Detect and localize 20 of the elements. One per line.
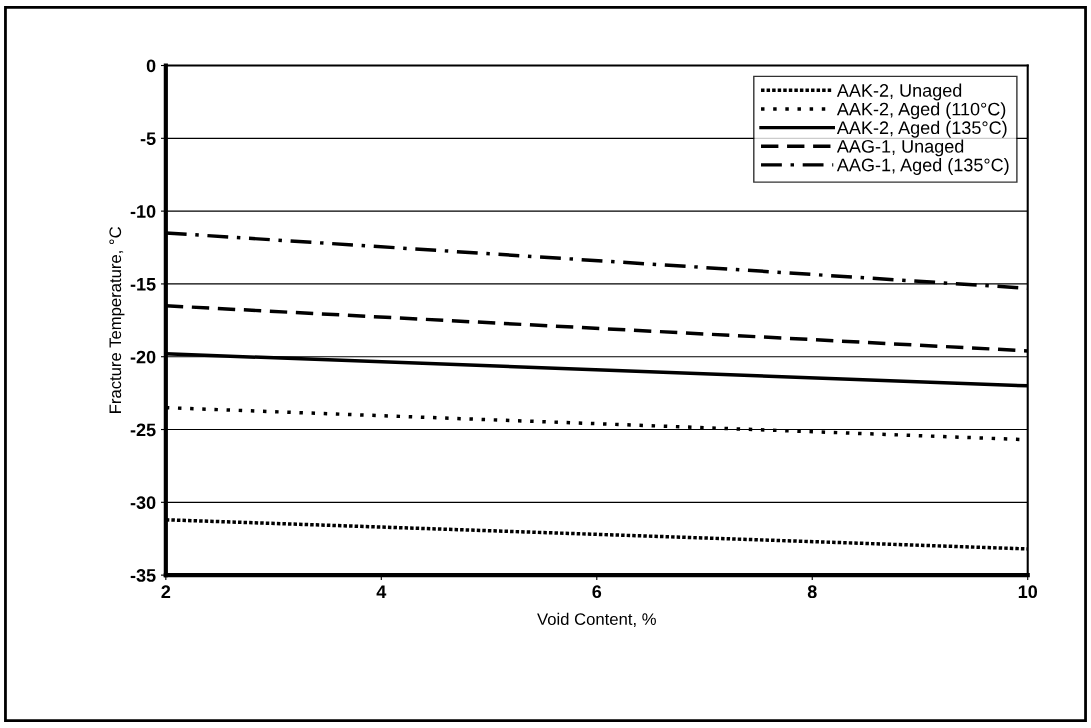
legend-label: AAG-1, Unaged [836, 139, 964, 157]
y-tick-label: -35 [130, 569, 156, 582]
x-tick-label: 10 [1018, 585, 1038, 599]
y-tick-label: 0 [146, 59, 156, 73]
x-tick-label: 8 [807, 585, 817, 599]
x-axis-title: Void Content, % [537, 612, 656, 627]
x-tick-label: 4 [376, 585, 387, 598]
x-tick-label: 6 [592, 585, 602, 599]
y-tick-label: -10 [130, 205, 156, 218]
legend-label: AAK-2, Unaged [836, 83, 962, 101]
x-tick-label: 2 [161, 585, 171, 598]
legend-label: AAG-1, Aged (135°C) [836, 158, 1009, 175]
y-tick-label: -5 [140, 132, 156, 146]
y-axis-title: Fracture Temperature, °C [109, 226, 125, 413]
legend-label: AAK-2, Aged (110°C) [836, 102, 1006, 120]
legend-label: AAK-2, Aged (135°C) [836, 120, 1007, 138]
y-tick-label: -30 [130, 496, 156, 510]
y-tick-label: -25 [130, 423, 156, 437]
y-tick-label: -20 [130, 350, 156, 364]
y-tick-label: -15 [130, 278, 156, 291]
